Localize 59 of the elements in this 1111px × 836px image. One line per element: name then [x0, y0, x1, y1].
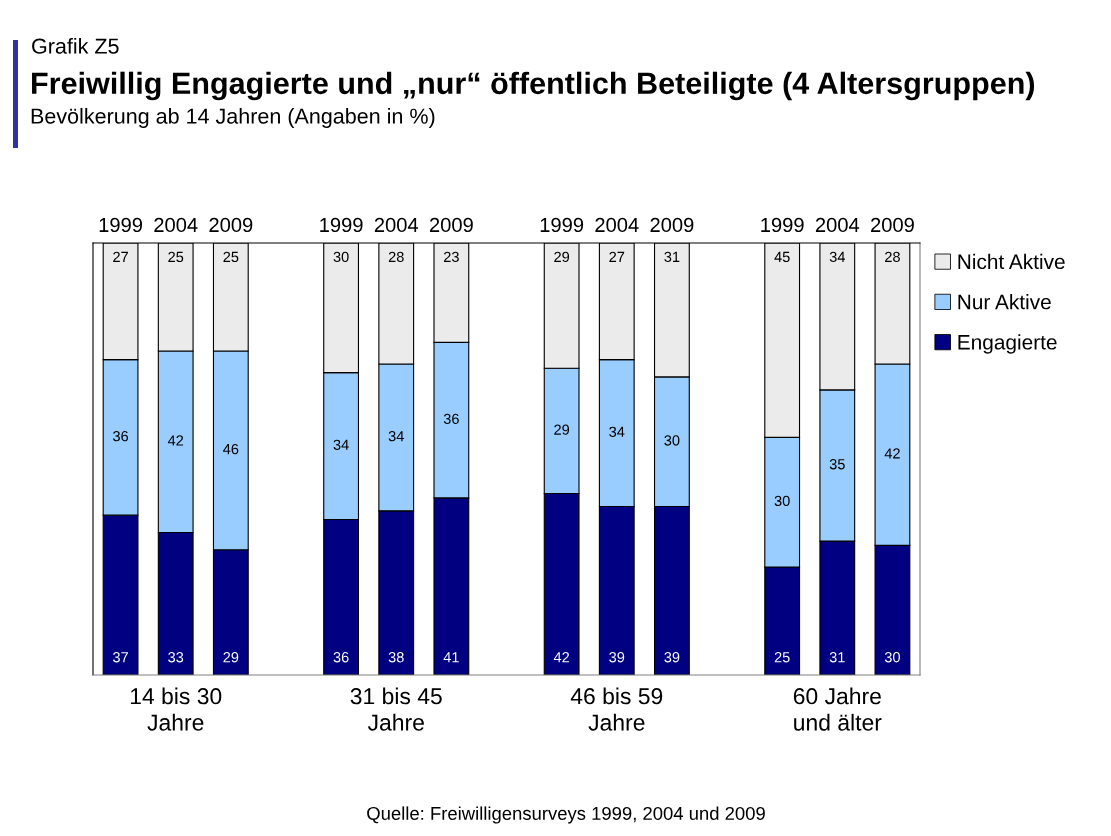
data-label: 39 — [664, 652, 680, 663]
data-label: 25 — [774, 652, 790, 663]
source-note: Quelle: Freiwilligensurveys 1999, 2004 und 2009 — [367, 806, 765, 824]
legend-label: Nicht Aktive — [958, 253, 1065, 270]
data-label: 33 — [168, 652, 184, 663]
text: 46 bis 59 Jahre — [570, 687, 663, 731]
data-label: 34 — [388, 430, 404, 442]
data-label: 35 — [829, 459, 845, 470]
data-label: 45 — [774, 251, 790, 263]
x-tick-label: 2004 — [815, 217, 860, 233]
x-tick-label: 1999 — [320, 217, 363, 233]
x-tick-label: 2004 — [595, 217, 639, 233]
text: 14 bis 30 Jahre — [130, 687, 222, 731]
data-label: 30 — [884, 652, 900, 663]
data-label: 30 — [333, 251, 349, 263]
x-tick-label: 2009 — [429, 217, 473, 233]
x-tick-label: 2004 — [374, 217, 419, 233]
text: 31 bis 45 Jahre — [350, 687, 442, 731]
data-label: 34 — [829, 251, 845, 263]
text: 60 Jahre und älter — [793, 687, 882, 731]
x-tick-label: 2004 — [154, 217, 198, 233]
data-label: 25 — [168, 251, 184, 263]
data-label: 23 — [443, 251, 459, 263]
data-label: 25 — [223, 251, 239, 263]
data-label: 46 — [223, 443, 239, 455]
data-label: 30 — [774, 495, 790, 507]
data-label: 39 — [609, 652, 625, 663]
x-tick-label: 1999 — [761, 217, 804, 233]
chart-title: Freiwillig Engagierte und „nur“ öffentlich Beteiligte (4 Altersgruppen) — [32, 71, 1035, 101]
data-label: 36 — [113, 430, 129, 442]
data-label: 37 — [113, 652, 128, 663]
data-label: 41 — [443, 652, 459, 663]
data-label: 30 — [664, 435, 680, 446]
data-label: 27 — [113, 251, 128, 262]
data-label: 36 — [443, 413, 459, 425]
data-label: 31 — [829, 652, 845, 663]
data-label: 42 — [553, 652, 570, 663]
data-label: 42 — [167, 435, 184, 446]
data-label: 38 — [388, 652, 404, 663]
data-label: 27 — [609, 251, 625, 262]
data-label: 31 — [664, 251, 680, 263]
data-label: 29 — [223, 652, 239, 663]
data-label: 34 — [609, 426, 625, 437]
data-label: 28 — [885, 251, 900, 263]
x-tick-label: 1999 — [99, 217, 143, 233]
data-label: 29 — [554, 251, 570, 263]
legend-label: Engagierte — [958, 334, 1057, 354]
chart-subtitle: Bevölkerung ab 14 Jahren (Angaben in %) — [31, 107, 435, 129]
data-label: 42 — [884, 448, 900, 459]
x-tick-label: 2009 — [209, 217, 253, 233]
data-label: 28 — [388, 251, 404, 263]
data-label: 36 — [333, 652, 349, 663]
data-label: 34 — [333, 439, 349, 450]
text: Grafik Z5 — [32, 37, 119, 54]
x-tick-label: 1999 — [540, 217, 584, 233]
x-tick-label: 2009 — [650, 217, 694, 233]
legend-label: Nur Aktive — [958, 294, 1051, 310]
x-tick-label: 2009 — [871, 217, 914, 233]
data-label: 29 — [554, 424, 570, 435]
